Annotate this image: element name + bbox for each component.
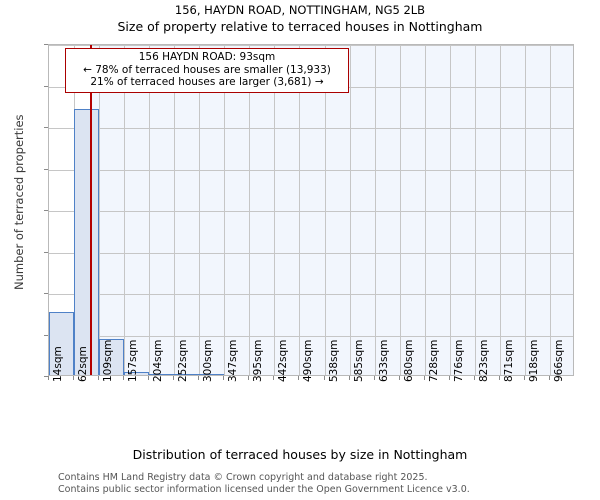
- x-axis-tick-mark: [374, 376, 375, 380]
- gridline-vertical: [199, 45, 201, 375]
- gridline-vertical: [299, 45, 301, 375]
- annotation-line-2: ← 78% of terraced houses are smaller (13…: [83, 63, 331, 76]
- y-axis-tick-mark: [44, 127, 48, 128]
- gridline-horizontal: [49, 252, 573, 254]
- gridline-horizontal: [49, 169, 573, 171]
- x-axis-tick-label: 490sqm: [302, 339, 315, 382]
- y-axis-tick-mark: [44, 293, 48, 294]
- x-axis-tick-label: 347sqm: [227, 339, 240, 382]
- x-axis-tick-mark: [324, 376, 325, 380]
- x-axis-tick-mark: [424, 376, 425, 380]
- y-axis-tick-mark: [44, 169, 48, 170]
- plot-area: [48, 44, 574, 376]
- footer-line-1: Contains HM Land Registry data © Crown c…: [58, 472, 428, 483]
- gridline-vertical: [224, 45, 226, 375]
- property-size-marker-line: [89, 45, 92, 375]
- gridline-horizontal: [49, 128, 573, 129]
- y-axis-tick-mark: [44, 335, 48, 336]
- x-axis-tick-label: 966sqm: [552, 339, 565, 382]
- x-axis-tick-mark: [499, 376, 500, 380]
- chart-title: 156, HAYDN ROAD, NOTTINGHAM, NG5 2LB Siz…: [0, 3, 600, 35]
- x-axis-tick-label: 776sqm: [452, 339, 465, 382]
- gridline-vertical: [474, 45, 476, 375]
- gridline-vertical: [149, 45, 151, 375]
- x-axis-tick-label: 109sqm: [102, 339, 115, 382]
- x-axis-tick-mark: [549, 376, 550, 380]
- gridline-vertical: [499, 45, 501, 375]
- x-axis-tick-label: 680sqm: [402, 339, 415, 382]
- histogram-bar: [149, 373, 175, 375]
- gridline-horizontal: [49, 294, 573, 295]
- gridline-vertical: [399, 45, 401, 375]
- gridline-horizontal: [49, 45, 573, 46]
- histogram-bar: [199, 373, 225, 375]
- x-axis-tick-mark: [449, 376, 450, 380]
- y-axis-tick-mark: [44, 86, 48, 87]
- annotation-line-1: 156 HAYDN ROAD: 93sqm: [138, 51, 276, 63]
- x-axis-tick-label: 871sqm: [502, 339, 515, 382]
- y-axis-label: Number of terraced properties: [12, 114, 26, 290]
- x-axis-tick-label: 300sqm: [202, 339, 215, 382]
- x-axis-tick-label: 442sqm: [277, 339, 290, 382]
- y-axis-tick-mark: [44, 252, 48, 253]
- histogram-bar: [49, 311, 75, 375]
- x-axis-tick-mark: [223, 376, 224, 380]
- y-axis-tick-mark: [44, 210, 48, 211]
- gridline-vertical: [549, 45, 551, 375]
- x-axis-tick-label: 14sqm: [52, 346, 64, 382]
- gridline-vertical: [174, 45, 176, 375]
- gridline-vertical: [374, 45, 376, 375]
- histogram-bar: [99, 338, 125, 375]
- x-axis-tick-mark: [273, 376, 274, 380]
- x-axis-tick-label: 585sqm: [352, 339, 365, 382]
- y-axis-tick-mark: [44, 44, 48, 45]
- histogram-bar: [124, 371, 150, 375]
- y-axis-tick-mark: [44, 376, 48, 377]
- x-axis-tick-label: 157sqm: [127, 339, 140, 382]
- x-axis-label: Distribution of terraced houses by size …: [132, 447, 468, 462]
- property-annotation-box: 156 HAYDN ROAD: 93sqm ← 78% of terraced …: [65, 48, 349, 93]
- histogram-bar: [174, 373, 200, 375]
- annotation-line-3: 21% of terraced houses are larger (3,681…: [90, 76, 324, 88]
- x-axis-tick-mark: [198, 376, 199, 380]
- gridline-horizontal: [49, 211, 573, 212]
- x-axis-tick-mark: [173, 376, 174, 380]
- histogram-bar: [74, 108, 100, 375]
- gridline-vertical: [524, 45, 526, 375]
- x-axis-tick-mark: [123, 376, 124, 380]
- x-axis-tick-label: 204sqm: [152, 339, 165, 382]
- x-axis-tick-mark: [349, 376, 350, 380]
- chart-title-line-1: 156, HAYDN ROAD, NOTTINGHAM, NG5 2LB: [174, 3, 426, 17]
- x-axis-tick-label: 62sqm: [77, 346, 90, 382]
- x-axis-tick-label: 252sqm: [177, 339, 190, 382]
- x-axis-tick-mark: [399, 376, 400, 380]
- x-axis-tick-mark: [248, 376, 249, 380]
- x-axis-tick-mark: [48, 376, 49, 380]
- x-axis-tick-label: 918sqm: [527, 339, 540, 382]
- x-axis-tick-label: 728sqm: [427, 339, 440, 382]
- chart-title-line-2: Size of property relative to terraced ho…: [117, 19, 483, 34]
- gridline-vertical: [449, 45, 451, 375]
- gridline-vertical: [99, 45, 101, 375]
- x-axis-tick-label: 395sqm: [252, 339, 265, 382]
- x-axis-tick-mark: [474, 376, 475, 380]
- gridline-vertical: [274, 45, 276, 375]
- footer-line-2: Contains public sector information licen…: [58, 483, 470, 495]
- gridline-vertical: [124, 45, 126, 375]
- gridline-horizontal: [49, 335, 573, 337]
- x-axis-tick-label: 633sqm: [377, 339, 390, 382]
- x-axis-tick-mark: [148, 376, 149, 380]
- x-axis-tick-mark: [98, 376, 99, 380]
- gridline-vertical: [424, 45, 426, 375]
- gridline-vertical: [249, 45, 251, 375]
- x-axis-tick-mark: [298, 376, 299, 380]
- x-axis-tick-mark: [73, 376, 74, 380]
- x-axis-tick-label: 823sqm: [477, 339, 490, 382]
- gridline-vertical: [349, 45, 351, 375]
- gridline-vertical: [324, 45, 326, 375]
- x-axis-tick-label: 538sqm: [327, 339, 340, 382]
- chart-footer: Contains HM Land Registry data © Crown c…: [58, 472, 598, 495]
- x-axis-tick-mark: [524, 376, 525, 380]
